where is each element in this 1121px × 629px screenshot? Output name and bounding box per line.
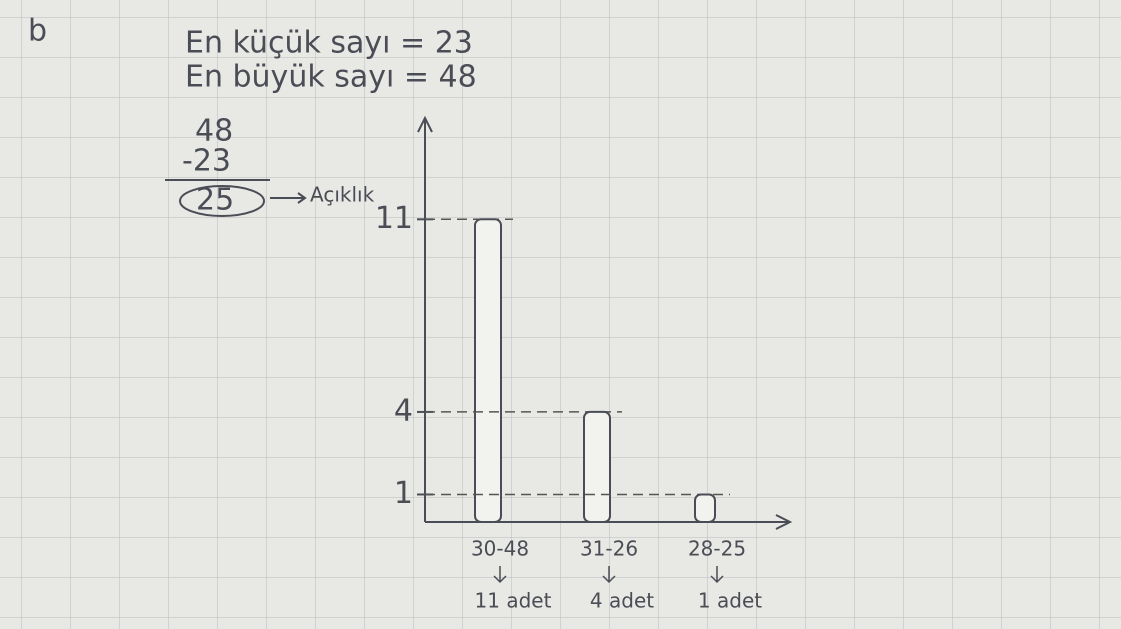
- circle: [179, 185, 265, 217]
- question-label: b: [28, 14, 47, 49]
- x-tick-label: 28-25: [688, 537, 746, 561]
- note-arrow: [602, 566, 616, 584]
- y-tick-label: 1: [394, 476, 413, 511]
- max-line: En büyük sayı = 48: [185, 60, 477, 95]
- bar: [583, 410, 611, 523]
- calc-top: 48: [195, 114, 233, 149]
- calc-sub: -23: [182, 144, 231, 179]
- x-tick-label: 30-48: [471, 537, 529, 561]
- calc-result: 25: [196, 183, 234, 218]
- arrow: [270, 192, 307, 204]
- x-tick-label: 31-26: [580, 537, 638, 561]
- note-arrow: [710, 566, 724, 584]
- category-note: 11 adet: [475, 589, 552, 613]
- y-axis: [417, 115, 433, 522]
- bar: [474, 218, 502, 524]
- y-tick-label: 4: [394, 393, 413, 428]
- min-line: En küçük sayı = 23: [185, 26, 473, 61]
- note-arrow: [493, 566, 507, 584]
- category-note: 1 adet: [698, 589, 762, 613]
- y-tick-label: 11: [375, 201, 413, 236]
- bar: [694, 493, 716, 523]
- calc-name: Açıklık: [310, 183, 375, 207]
- category-note: 4 adet: [590, 589, 654, 613]
